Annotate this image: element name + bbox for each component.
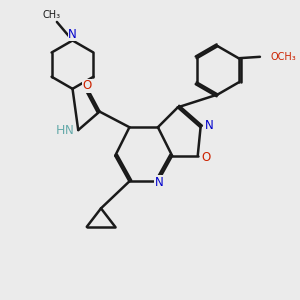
Text: N: N bbox=[155, 176, 164, 189]
Text: H: H bbox=[56, 124, 65, 137]
Text: O: O bbox=[82, 80, 92, 92]
Text: OCH₃: OCH₃ bbox=[271, 52, 296, 62]
Text: CH₃: CH₃ bbox=[42, 10, 60, 20]
Text: N: N bbox=[68, 28, 77, 41]
Text: O: O bbox=[202, 151, 211, 164]
Text: N: N bbox=[65, 124, 74, 136]
Text: N: N bbox=[205, 119, 214, 132]
